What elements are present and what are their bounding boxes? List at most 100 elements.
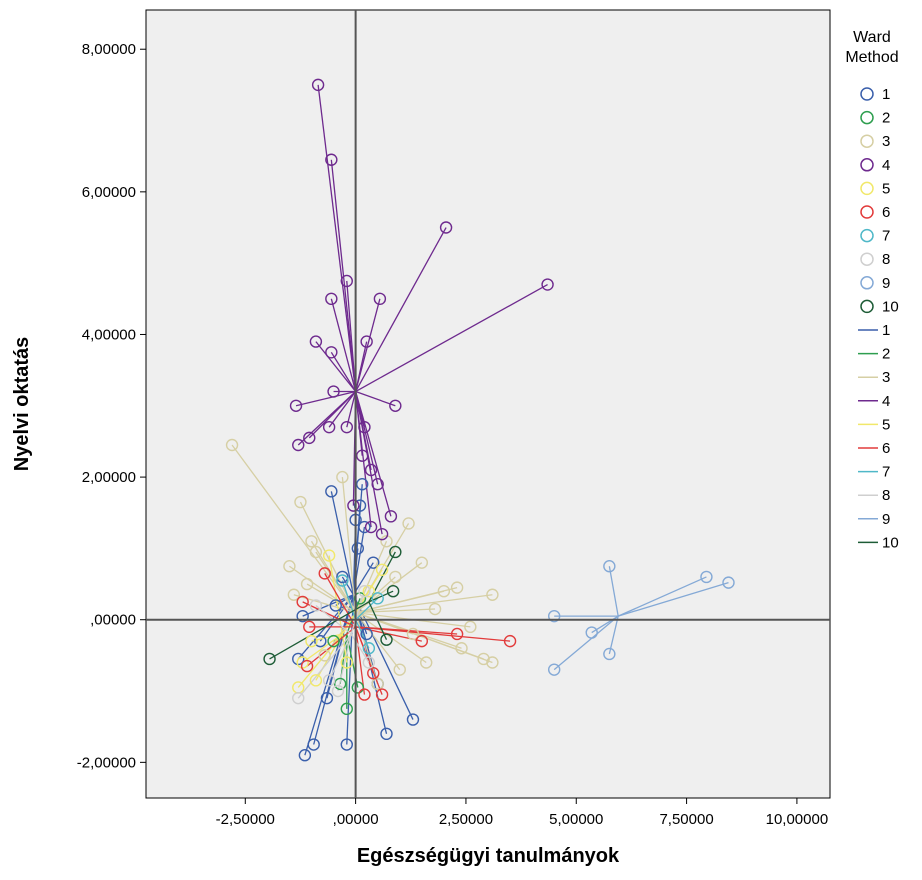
legend-label: 4 [882, 157, 890, 174]
cluster-4-point [358, 420, 371, 434]
cluster-7-point [371, 592, 384, 605]
cluster-6-point [296, 595, 309, 609]
cluster-1-point [296, 609, 309, 623]
cluster-4-point [303, 431, 316, 445]
cluster-3-point [450, 581, 464, 594]
legend-marker-6 [860, 205, 874, 219]
cluster-3-spoke [355, 576, 396, 614]
legend: Ward Method 1 2 3 4 5 6 7 8 9 10 1 2 3 4 5 6 7 8 9 10 [845, 29, 898, 551]
legend-label: 8 [882, 251, 890, 268]
cluster-9-point [603, 647, 616, 661]
cluster-4-spoke [346, 280, 357, 392]
cluster-6-point [503, 634, 517, 648]
cluster-1-spoke [335, 594, 354, 607]
cluster-4-spoke [355, 227, 447, 392]
cluster-4-point [364, 463, 378, 477]
cluster-4-spoke [354, 391, 379, 485]
cluster-4-spoke [330, 298, 357, 392]
legend-label: 8 [882, 487, 890, 504]
cluster-8-point [292, 691, 305, 705]
cluster-1-point [351, 542, 365, 555]
cluster-1-point [329, 599, 342, 612]
cluster-3-point [336, 470, 349, 484]
cluster-10-point [389, 545, 402, 559]
legend-label: 1 [882, 322, 890, 339]
cluster-8-point [322, 674, 336, 687]
cluster-1-point [356, 478, 369, 491]
cluster-9-spoke [617, 582, 729, 617]
legend-label: 7 [882, 228, 890, 245]
cluster-4-spoke [354, 341, 368, 392]
cluster-4-point [289, 399, 303, 412]
x-axis-title: Egészségügyi tanulmányok [357, 845, 620, 867]
legend-title: Ward [853, 29, 891, 46]
cluster-5-point [340, 656, 353, 669]
cluster-6-spoke [355, 626, 374, 674]
legend-label: 7 [882, 464, 890, 481]
cluster-3-point [428, 602, 442, 616]
cluster-4-point [340, 420, 353, 434]
cluster-4-spoke [330, 159, 357, 392]
legend-label: 9 [882, 511, 890, 528]
x-tick-label: -2,50000 [216, 811, 275, 828]
legend-label: 6 [882, 440, 890, 457]
cluster-4-point [311, 78, 325, 92]
cluster-6-point [367, 667, 380, 680]
cluster-9-spoke [608, 566, 619, 617]
cluster-3-point [486, 656, 499, 669]
cluster-4-spoke [328, 391, 357, 428]
cluster-3-point [309, 545, 323, 559]
cluster-7-point [362, 642, 376, 655]
cluster-4-point [384, 510, 398, 523]
legend-label: 5 [882, 180, 890, 197]
legend-marker-2 [860, 110, 874, 125]
legend-label: 5 [882, 416, 890, 433]
cluster-4-spoke [297, 391, 357, 446]
cluster-6-spoke [302, 601, 356, 628]
cluster-8-point [331, 684, 345, 698]
cluster-4-spoke [354, 391, 383, 535]
cluster-3-spoke [355, 608, 436, 614]
cluster-4-spoke [355, 283, 548, 393]
cluster-1-point [358, 520, 371, 534]
cluster-1-point [298, 749, 312, 762]
cluster-1-point [320, 691, 334, 705]
x-tick-label: 10,00000 [766, 811, 829, 828]
cluster-3-point [287, 588, 301, 601]
cluster-4-point [340, 274, 353, 288]
cluster-8-spoke [350, 591, 366, 635]
cluster-9-spoke [553, 615, 619, 671]
cluster-5-point [309, 674, 323, 687]
y-tick-label: 6,00000 [82, 184, 136, 201]
cluster-4-spoke [354, 391, 392, 517]
cluster-6-point [358, 688, 371, 701]
legend-label: 6 [882, 204, 890, 221]
cluster-8-spoke [297, 633, 352, 699]
legend-marker-4 [860, 158, 874, 172]
cluster-3-spoke [231, 444, 357, 613]
cluster-1-point [314, 634, 327, 648]
cluster-3-point [402, 517, 415, 530]
cluster-4-point [356, 449, 369, 462]
cluster-8-point [309, 599, 323, 612]
legend-title: Method [845, 49, 898, 66]
legend-label: 2 [882, 110, 890, 127]
x-tick-label: 5,00000 [549, 811, 603, 828]
cluster-10-point [380, 633, 393, 646]
cluster-9-point [547, 609, 561, 623]
cluster-3-spoke [354, 612, 379, 685]
cluster-4-point [360, 335, 373, 348]
legend-marker-3 [860, 134, 874, 148]
cluster-3-spoke [289, 565, 356, 614]
cluster-1-point [336, 570, 349, 584]
cluster-5-point [362, 584, 376, 598]
x-tick-label: ,00000 [333, 811, 379, 828]
cluster-4-point [541, 278, 554, 291]
cluster-5-spoke [328, 555, 344, 635]
legend-label: 1 [882, 86, 890, 103]
legend-marker-9 [860, 276, 874, 290]
cluster-1-spoke [341, 576, 354, 596]
x-tick-label: 7,50000 [659, 811, 713, 828]
cluster-8-spoke [328, 633, 352, 681]
cluster-2-point [353, 592, 367, 605]
